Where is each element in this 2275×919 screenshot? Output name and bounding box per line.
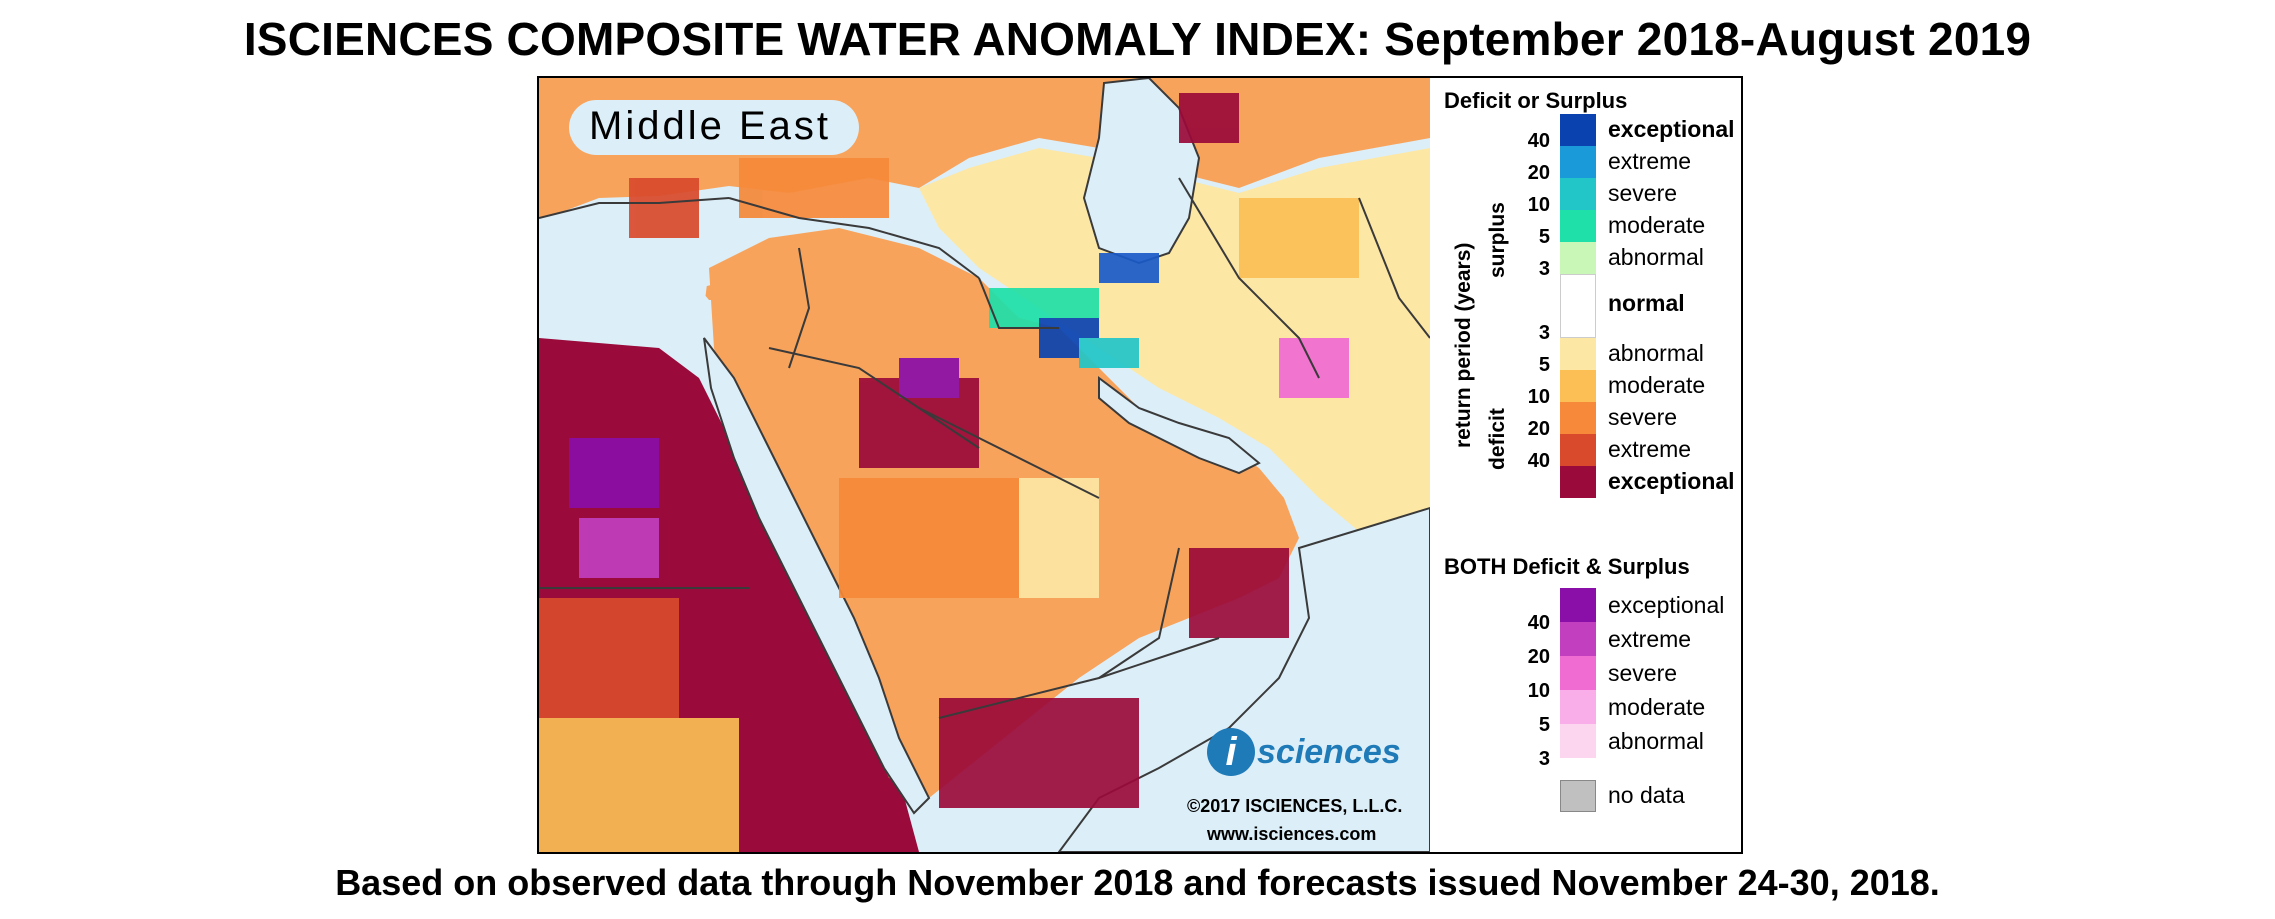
legend-tick-surplus: 10 bbox=[1527, 194, 1550, 216]
patch-arabia-severe bbox=[839, 478, 1039, 598]
isciences-logo: i sciences bbox=[1207, 728, 1401, 776]
anomaly-patches bbox=[539, 93, 1359, 852]
patch-turkey-severe bbox=[739, 158, 889, 218]
legend-swatch-surplus-extreme bbox=[1560, 146, 1596, 178]
legend-nodata-swatch bbox=[1560, 780, 1596, 812]
legend-title-both: BOTH Deficit & Surplus bbox=[1444, 554, 1690, 579]
patch-arabia-both bbox=[899, 358, 959, 398]
legend-tick-surplus: 5 bbox=[1538, 226, 1550, 248]
legend-tick-deficit: 3 bbox=[1538, 322, 1550, 344]
legend-label-surplus-extreme: extreme bbox=[1608, 148, 1692, 174]
logo-text: sciences bbox=[1257, 732, 1401, 771]
patch-turkey-extreme bbox=[629, 178, 699, 238]
patch-deficit-moderate bbox=[539, 718, 739, 852]
legend-swatch-deficit-abnormal bbox=[1560, 338, 1596, 370]
legend-label-normal: normal bbox=[1608, 290, 1685, 316]
legend-swatch-deficit-severe bbox=[1560, 402, 1596, 434]
legend-deficit-label: deficit bbox=[1486, 408, 1509, 470]
patch-oman-exceptional bbox=[1189, 548, 1289, 638]
patch-both-extreme bbox=[579, 518, 659, 578]
legend-tick-both: 10 bbox=[1527, 680, 1550, 702]
legend-axis-label: return period (years) bbox=[1452, 242, 1475, 448]
legend-label-deficit-moderate: moderate bbox=[1608, 372, 1706, 398]
map-title: ISCIENCES COMPOSITE WATER ANOMALY INDEX:… bbox=[243, 13, 2032, 65]
legend-tick-deficit: 40 bbox=[1527, 450, 1550, 472]
legend-label-deficit-extreme: extreme bbox=[1608, 436, 1692, 462]
patch-iran-surplus-severe bbox=[1079, 338, 1139, 368]
legend-label-deficit-abnormal: abnormal bbox=[1608, 340, 1704, 366]
legend-label-both-abnormal: abnormal bbox=[1608, 728, 1704, 754]
legend-label-both-exceptional: exceptional bbox=[1608, 592, 1725, 618]
country-boundaries bbox=[539, 177, 1430, 719]
legend-swatch-deficit-moderate bbox=[1560, 370, 1596, 402]
legend-label-surplus-abnormal: abnormal bbox=[1608, 244, 1704, 270]
legend-tick-deficit: 10 bbox=[1527, 386, 1550, 408]
legend-swatch-surplus-severe bbox=[1560, 178, 1596, 210]
legend: Deficit or Surplus exceptional extreme sev… bbox=[1432, 78, 1741, 852]
legend-swatch-both-moderate bbox=[1560, 690, 1596, 724]
legend-swatch-both-exceptional bbox=[1560, 588, 1596, 622]
red-sea bbox=[703, 337, 931, 815]
legend-swatch-normal bbox=[1560, 274, 1596, 338]
legend-label-deficit-severe: severe bbox=[1608, 404, 1678, 430]
legend-title-deficit-surplus: Deficit or Surplus bbox=[1444, 88, 1628, 113]
legend-label-both-extreme: extreme bbox=[1608, 626, 1692, 652]
legend-tick-surplus: 40 bbox=[1527, 130, 1550, 152]
map-figure-frame: Middle East i sciences ©2017 ISCIENCES, L… bbox=[537, 76, 1743, 854]
copyright-text: ©2017 ISCIENCES, L.L.C. bbox=[1187, 796, 1403, 816]
legend-label-both-severe: severe bbox=[1608, 660, 1678, 686]
patch-caspian-surplus bbox=[1099, 253, 1159, 283]
legend-swatch-surplus-moderate bbox=[1560, 210, 1596, 242]
legend-swatch-surplus-exceptional bbox=[1560, 114, 1596, 146]
legend-tick-both: 20 bbox=[1527, 646, 1550, 668]
legend-tick-deficit: 5 bbox=[1538, 354, 1550, 376]
legend-tick-both: 3 bbox=[1538, 748, 1550, 770]
legend-nodata-label: no data bbox=[1608, 782, 1685, 808]
legend-swatch-both-extreme bbox=[1560, 622, 1596, 656]
logo-i-icon: i bbox=[1207, 728, 1255, 776]
legend-label-surplus-exceptional: exceptional bbox=[1608, 116, 1735, 142]
legend-tick-both: 40 bbox=[1527, 612, 1550, 634]
region-label: Middle East bbox=[569, 100, 859, 155]
patch-both-exceptional bbox=[569, 438, 659, 508]
legend-tick-surplus: 3 bbox=[1538, 258, 1550, 280]
legend-swatch-surplus-abnormal bbox=[1560, 242, 1596, 274]
legend-swatch-deficit-exceptional bbox=[1560, 466, 1596, 498]
anomaly-map: Middle East i sciences ©2017 ISCIENCES, L… bbox=[539, 78, 1430, 852]
legend-swatch-both-abnormal bbox=[1560, 724, 1596, 758]
patch-caucasus-exceptional bbox=[1179, 93, 1239, 143]
legend-swatch-both-severe bbox=[1560, 656, 1596, 690]
website-text: www.isciences.com bbox=[1207, 824, 1377, 844]
legend-tick-deficit: 20 bbox=[1527, 418, 1550, 440]
legend-label-surplus-severe: severe bbox=[1608, 180, 1678, 206]
legend-label-both-moderate: moderate bbox=[1608, 694, 1706, 720]
legend-tick-surplus: 20 bbox=[1527, 162, 1550, 184]
legend-surplus-label: surplus bbox=[1486, 202, 1509, 278]
legend-tick-both: 5 bbox=[1538, 714, 1550, 736]
patch-iran-moderate bbox=[1239, 198, 1359, 278]
caspian-sea bbox=[1082, 78, 1201, 265]
patch-deficit-extreme bbox=[539, 598, 679, 718]
legend-label-surplus-moderate: moderate bbox=[1608, 212, 1706, 238]
legend-label-deficit-exceptional: exceptional bbox=[1608, 468, 1735, 494]
legend-swatch-deficit-extreme bbox=[1560, 434, 1596, 466]
patch-arabia-abnormal bbox=[1019, 478, 1099, 598]
footer-note: Based on observed data through November … bbox=[335, 862, 1940, 903]
patch-yemen-exceptional bbox=[939, 698, 1139, 808]
map-canvas bbox=[539, 78, 1430, 852]
persian-gulf bbox=[1098, 376, 1261, 475]
